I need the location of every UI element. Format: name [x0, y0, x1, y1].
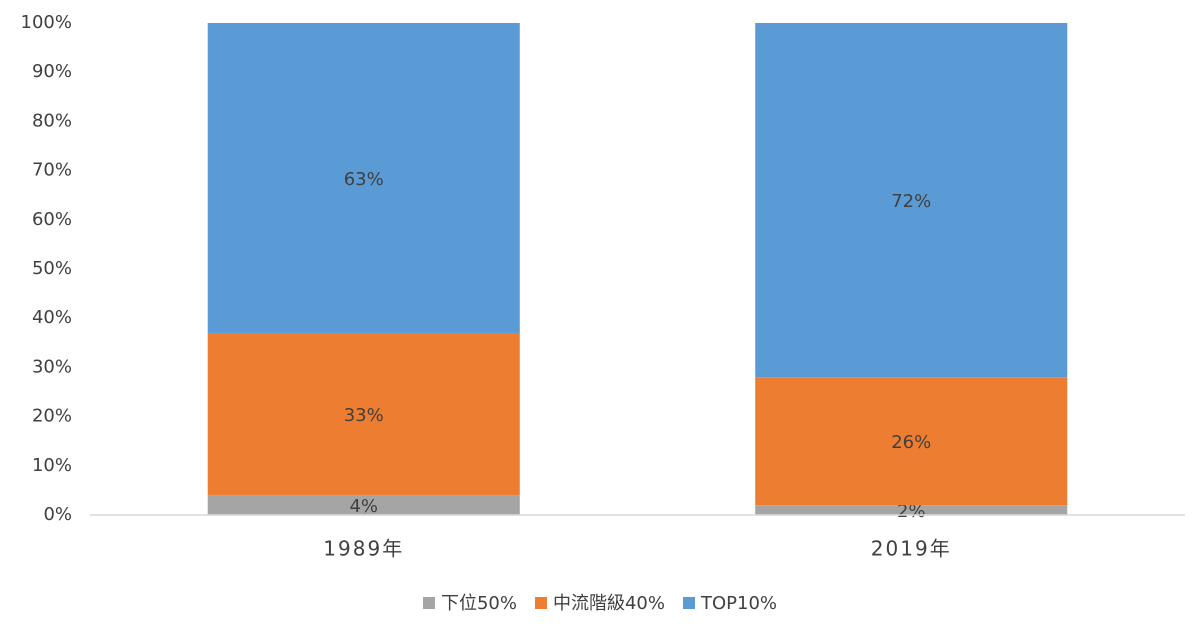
- legend-label: 下位50%: [441, 593, 517, 614]
- value-label: 33%: [344, 405, 384, 426]
- bar-segment: [207, 23, 520, 333]
- y-tick-label: 20%: [32, 406, 72, 427]
- legend-swatch: [422, 597, 435, 609]
- bar-segment: [207, 495, 520, 515]
- legend-swatch: [683, 597, 695, 609]
- value-label: 63%: [344, 169, 384, 190]
- value-label: 26%: [891, 432, 931, 453]
- bar-segment: [207, 332, 520, 496]
- legend-label: 中流階級40%: [553, 593, 665, 614]
- bar-segment: [755, 23, 1068, 378]
- y-tick-label: 80%: [32, 110, 72, 131]
- legend-swatch: [534, 597, 547, 609]
- value-label: 4%: [349, 496, 378, 517]
- x-tick-label: 2019年: [871, 537, 952, 561]
- y-tick-label: 60%: [32, 209, 72, 230]
- value-label: 72%: [891, 191, 931, 212]
- y-tick-label: 30%: [32, 356, 72, 377]
- x-tick-label: 1989年: [323, 537, 404, 561]
- y-tick-label: 10%: [32, 455, 72, 476]
- bar-segment: [755, 377, 1068, 506]
- y-tick-label: 70%: [32, 160, 72, 181]
- y-tick-label: 50%: [32, 258, 72, 279]
- legend-label: TOP10%: [700, 593, 777, 614]
- y-tick-label: 40%: [32, 307, 72, 328]
- y-tick-label: 90%: [32, 61, 72, 82]
- bar-segment: [755, 505, 1068, 515]
- y-tick-label: 100%: [21, 12, 72, 33]
- y-tick-label: 0%: [43, 504, 72, 525]
- value-label: 2%: [897, 501, 926, 522]
